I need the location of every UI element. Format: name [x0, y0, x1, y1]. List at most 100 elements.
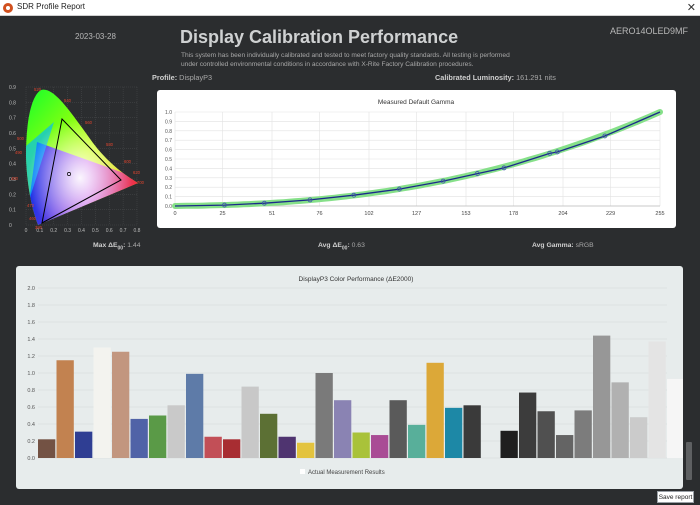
gamma-panel: Measured Default Gamma 0.0 0.1 0.2 0.3 0.4 0.…	[157, 90, 676, 228]
gamma-curve	[174, 111, 661, 207]
wavelength-label: 470	[27, 203, 35, 208]
description-line-2: under controlled environmental condition…	[181, 61, 474, 68]
performance-bar	[167, 405, 185, 458]
window-title: SDR Profile Report	[17, 2, 86, 11]
performance-bar	[389, 400, 407, 458]
gamma-x-tick: 204	[558, 211, 567, 217]
gamma-x-tick: 25	[219, 211, 225, 217]
max-delta-e-subscript: 00	[117, 245, 124, 252]
performance-y-tick: 0.4	[27, 422, 35, 428]
gamma-point	[602, 133, 608, 139]
gamma-y-tick: 0.3	[165, 176, 172, 182]
performance-y-tick: 0.0	[27, 456, 35, 462]
avg-gamma: Avg Gamma: sRGB	[532, 242, 594, 249]
avg-delta-e: Avg ΔE00: 0.63	[318, 242, 365, 251]
avg-delta-e-colon: :	[347, 242, 350, 249]
gamut-x-tick: 0.7	[120, 228, 127, 234]
performance-bar	[315, 373, 333, 458]
performance-bar	[278, 436, 296, 458]
gamut-y-tick: 0	[9, 223, 12, 229]
gamut-y-tick: 0.5	[9, 146, 16, 152]
performance-bar	[186, 373, 204, 458]
performance-y-tick: 2.0	[27, 286, 35, 292]
gamut-y-tick: 0.7	[9, 116, 16, 122]
gamut-triangle	[41, 117, 122, 224]
gamut-y-tick: 0.9	[9, 85, 16, 91]
performance-bar	[204, 436, 222, 458]
gamma-point	[547, 150, 553, 156]
wavelength-label: 480	[11, 176, 19, 181]
app-icon	[3, 3, 13, 13]
performance-bar	[408, 424, 426, 458]
luminosity-value: 161.291 nits	[516, 73, 556, 82]
performance-bars	[38, 335, 685, 458]
performance-chart-title: DisplayP3 Color Performance (ΔE2000)	[299, 276, 414, 283]
gamma-y-tick: 0.4	[165, 166, 172, 172]
scrollbar-thumb[interactable]	[686, 442, 692, 480]
description-line-1: This system has been individually calibr…	[181, 52, 510, 59]
profile-info: Profile: DisplayP3	[152, 73, 212, 82]
performance-bar	[260, 413, 278, 458]
wavelength-labels: 520 540 560 580 600 620 700 500 490 480 470 460 380	[11, 87, 145, 230]
gamut-x-tick: 0.1	[36, 228, 43, 234]
white-point	[67, 172, 71, 176]
gamma-y-tick: 0.6	[165, 148, 172, 154]
performance-bar	[463, 405, 481, 458]
close-icon[interactable]: ✕	[686, 2, 696, 14]
performance-bar	[648, 341, 666, 458]
wavelength-label: 380	[35, 225, 43, 230]
max-delta-e-colon: :	[123, 242, 126, 249]
gamma-chart-title: Measured Default Gamma	[378, 99, 455, 106]
gamma-point	[475, 171, 480, 176]
gamma-x-tick: 102	[364, 211, 373, 217]
chromaticity-diagram: 0.9 0.8 0.7 0.6 0.5 0.4 0.3 0.2 0.1 0 0 0.1 0.2 0.3 0.…	[9, 85, 145, 234]
gamma-y-tick: 0.8	[165, 129, 172, 135]
performance-y-tick: 0.8	[27, 388, 35, 394]
gamut-x-tick: 0.5	[92, 228, 99, 234]
gamut-x-tick: 0.4	[78, 228, 85, 234]
gamut-y-tick: 0.1	[9, 208, 16, 214]
performance-bar	[223, 439, 241, 458]
avg-delta-e-label: Avg ΔE	[318, 242, 342, 249]
wavelength-label: 700	[137, 180, 145, 185]
performance-bar	[38, 439, 56, 458]
gamut-y-tick: 0.4	[9, 162, 16, 168]
gamut-x-tick: 0.3	[64, 228, 71, 234]
legend-label: Actual Measurement Results	[308, 470, 385, 476]
gamma-y-tick: 0.5	[165, 157, 172, 163]
wavelength-label: 620	[133, 170, 141, 175]
performance-bar	[445, 407, 463, 458]
gamut-x-tick: 0.6	[106, 228, 113, 234]
gamma-x-tick: 255	[655, 211, 664, 217]
vertical-scrollbar[interactable]	[685, 266, 693, 489]
wavelength-label: 520	[34, 87, 42, 92]
performance-bar	[426, 362, 444, 458]
luminosity-info: Calibrated Luminosity: 161.291 nits	[435, 73, 556, 82]
performance-y-tick: 1.4	[27, 337, 35, 343]
gamma-x-tick: 153	[461, 211, 470, 217]
gamma-point	[222, 202, 227, 208]
save-report-button[interactable]: Save report	[657, 491, 694, 503]
luminosity-label: Calibrated Luminosity:	[435, 73, 515, 82]
gamma-chart: Measured Default Gamma 0.00.10.20.30.40.…	[165, 99, 665, 217]
gamut-y-tick: 0.8	[9, 100, 16, 106]
gamut-y-tick: 0.2	[9, 192, 16, 198]
performance-bar	[241, 386, 259, 458]
gamma-x-tick: 229	[606, 211, 615, 217]
avg-gamma-label: Avg Gamma:	[532, 242, 574, 249]
gamma-y-tick: 1.0	[165, 110, 172, 116]
wavelength-label: 490	[15, 150, 23, 155]
color-performance-panel: DisplayP3 Color Performance (ΔE2000) 0.0…	[16, 266, 685, 489]
max-delta-e-label: Max ΔE	[93, 242, 118, 249]
wavelength-label: 560	[85, 120, 93, 125]
performance-bar	[593, 335, 611, 458]
avg-gamma-value: sRGB	[575, 242, 594, 249]
gamma-y-tick: 0.2	[165, 185, 172, 191]
performance-bar	[630, 417, 648, 458]
gamma-point	[501, 165, 507, 171]
performance-y-tick: 0.2	[27, 439, 35, 445]
gamma-point	[440, 178, 446, 184]
performance-bar	[93, 347, 111, 458]
gamma-y-tick: 0.0	[165, 204, 172, 210]
performance-y-tick: 1.0	[27, 371, 35, 377]
